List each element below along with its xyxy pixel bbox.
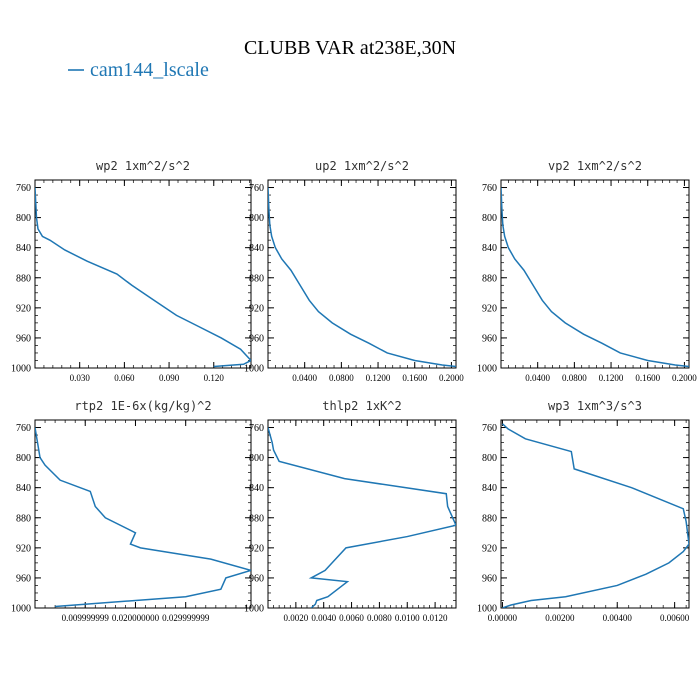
x-tick-label: 0.0120	[423, 613, 448, 623]
y-tick-label: 840	[249, 243, 264, 254]
x-tick-label: 0.0400	[525, 373, 550, 383]
y-tick-label: 920	[249, 303, 264, 314]
subplot-title: thlp2 1xK^2	[322, 399, 401, 413]
y-tick-label: 800	[249, 213, 264, 224]
x-tick-label: 0.120	[204, 373, 225, 383]
y-tick-label: 880	[249, 273, 264, 284]
subplot-title: vp2 1xm^2/s^2	[548, 159, 642, 173]
y-tick-label: 880	[249, 513, 264, 524]
axes-frame	[267, 179, 457, 369]
y-tick-label: 960	[482, 333, 497, 344]
y-tick-label: 960	[16, 333, 31, 344]
subplot-6: wp3 1xm^3/s^3 760 800 840 880 920 960 10000.000…	[477, 399, 690, 623]
x-tick-label: 0.0080	[367, 613, 392, 623]
y-tick-label: 760	[16, 423, 31, 434]
series-line-cam144_lscale	[35, 187, 251, 368]
x-tick-label: 0.0800	[329, 373, 354, 383]
series-line-cam144_lscale	[35, 427, 251, 608]
y-tick-label: 1000	[244, 604, 264, 615]
series-line-cam144_lscale	[501, 423, 689, 608]
series-line-cam144_lscale	[268, 187, 456, 368]
y-tick-label: 920	[482, 303, 497, 314]
y-tick-label: 920	[16, 303, 31, 314]
y-tick-label: 760	[482, 423, 497, 434]
x-tick-label: 0.2000	[672, 373, 697, 383]
x-tick-label: 0.1200	[599, 373, 624, 383]
y-tick-label: 1000	[11, 604, 31, 615]
y-tick-label: 840	[16, 243, 31, 254]
x-tick-label: 0.0100	[395, 613, 420, 623]
y-tick-label: 840	[249, 483, 264, 494]
y-tick-label: 1000	[244, 364, 264, 375]
x-tick-label: 0.030	[70, 373, 91, 383]
y-tick-label: 840	[482, 243, 497, 254]
subplot-title: wp3 1xm^3/s^3	[548, 399, 642, 413]
x-tick-label: 0.2000	[439, 373, 464, 383]
x-tick-label: 0.00200	[545, 613, 575, 623]
x-tick-label: 0.0800	[562, 373, 587, 383]
subplot-4: rtp2 1E-6x(kg/kg)^2 760 800 840 880 920 960 100…	[11, 399, 252, 623]
y-tick-label: 960	[249, 333, 264, 344]
axes-frame	[500, 179, 690, 369]
y-tick-label: 920	[482, 543, 497, 554]
x-tick-label: 0.060	[114, 373, 135, 383]
y-tick-label: 800	[482, 213, 497, 224]
y-tick-label: 960	[482, 573, 497, 584]
subplot-3: vp2 1xm^2/s^2 760 800 840 880 920 960 1000 0.040…	[477, 159, 697, 383]
y-tick-label: 1000	[11, 364, 31, 375]
legend-label: cam144_lscale	[90, 59, 209, 81]
x-tick-label: 0.00000	[488, 613, 518, 623]
y-tick-label: 920	[16, 543, 31, 554]
x-tick-label: 0.020000000	[112, 613, 160, 623]
y-tick-label: 880	[16, 513, 31, 524]
axes-frame	[267, 419, 457, 609]
y-tick-label: 1000	[477, 364, 497, 375]
y-tick-label: 760	[249, 183, 264, 194]
x-tick-label: 0.090	[159, 373, 180, 383]
x-tick-label: 0.00400	[603, 613, 633, 623]
y-tick-label: 760	[249, 423, 264, 434]
axes-frame	[500, 419, 690, 609]
x-tick-label: 0.029999999	[162, 613, 210, 623]
y-tick-label: 1000	[477, 604, 497, 615]
x-tick-label: 0.00600	[660, 613, 690, 623]
y-tick-label: 960	[249, 573, 264, 584]
subplot-2: up2 1xm^2/s^2 760 800 840 880 920 960 1000 0.040…	[244, 159, 464, 383]
y-tick-label: 880	[482, 513, 497, 524]
series-line-cam144_lscale	[268, 427, 456, 608]
subplot-1: wp2 1xm^2/s^2 760 800 840 880 920 960 1000 0.030…	[11, 159, 252, 383]
y-tick-label: 840	[16, 483, 31, 494]
axes-frame	[34, 419, 252, 609]
y-tick-label: 880	[482, 273, 497, 284]
x-tick-label: 0.0060	[339, 613, 364, 623]
y-tick-label: 760	[16, 183, 31, 194]
axes-frame	[34, 179, 252, 369]
y-tick-label: 800	[249, 453, 264, 464]
x-tick-label: 0.1200	[366, 373, 391, 383]
y-tick-label: 800	[482, 453, 497, 464]
series-line-cam144_lscale	[501, 187, 689, 368]
y-tick-label: 920	[249, 543, 264, 554]
y-tick-label: 880	[16, 273, 31, 284]
y-tick-label: 760	[482, 183, 497, 194]
y-tick-label: 840	[482, 483, 497, 494]
x-tick-label: 0.0400	[292, 373, 317, 383]
x-tick-label: 0.0040	[311, 613, 336, 623]
figure-title: CLUBB VAR at238E,30N	[244, 37, 456, 59]
subplot-title: wp2 1xm^2/s^2	[96, 159, 190, 173]
y-tick-label: 800	[16, 213, 31, 224]
subplot-title: rtp2 1E-6x(kg/kg)^2	[74, 399, 211, 413]
x-tick-label: 0.1600	[402, 373, 427, 383]
y-tick-label: 800	[16, 453, 31, 464]
subplot-title: up2 1xm^2/s^2	[315, 159, 409, 173]
x-tick-label: 0.0020	[283, 613, 308, 623]
panel-grid: wp2 1xm^2/s^2 760 800 840 880 920 960 1000 0.030…	[11, 159, 697, 623]
x-tick-label: 0.009999999	[62, 613, 110, 623]
y-tick-label: 960	[16, 573, 31, 584]
x-tick-label: 0.1600	[635, 373, 660, 383]
